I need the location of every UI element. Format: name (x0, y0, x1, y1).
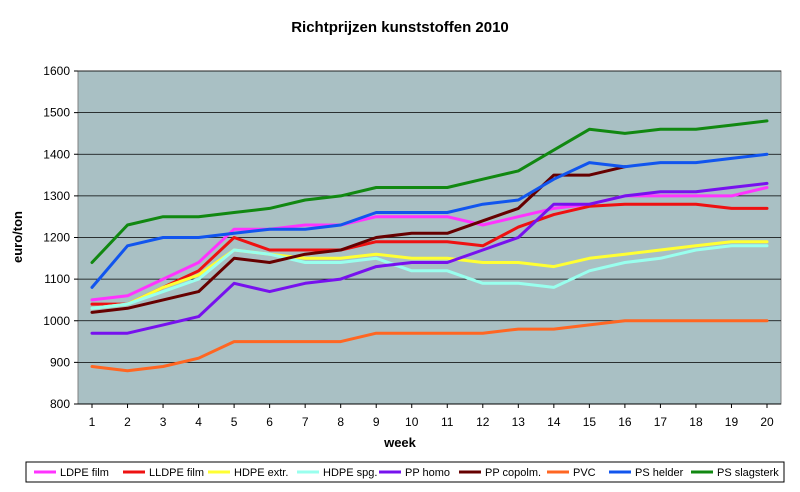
legend-label-pvc: PVC (573, 467, 596, 479)
y-tick-label: 1500 (43, 106, 70, 120)
x-tick-label: 9 (373, 415, 380, 429)
x-tick-label: 13 (512, 415, 526, 429)
x-tick-label: 1 (89, 415, 96, 429)
y-tick-label: 1600 (43, 64, 70, 78)
x-tick-label: 3 (160, 415, 167, 429)
x-tick-label: 20 (760, 415, 774, 429)
y-tick-label: 800 (50, 397, 70, 411)
y-tick-label: 1400 (43, 147, 70, 161)
x-tick-label: 2 (124, 415, 131, 429)
legend-label-lldpe-film: LLDPE film (149, 467, 204, 479)
series-line-lldpe-film (90, 202, 769, 306)
legend-label-ps-slagsterk: PS slagsterk (717, 467, 779, 479)
x-tick-label: 19 (725, 415, 739, 429)
y-axis-title: euro/ton (10, 211, 25, 263)
x-axis-title: week (383, 435, 417, 450)
x-tick-label: 16 (618, 415, 632, 429)
series-line-hdpe-extr (90, 240, 769, 310)
chart-title: Richtprijzen kunststoffen 2010 (291, 19, 509, 36)
y-tick-label: 1100 (44, 272, 70, 286)
x-tick-label: 5 (231, 415, 238, 429)
y-axis: 800 900 1000 1100 1200 1300 1400 1500 1600 (43, 64, 78, 411)
series-lines (90, 119, 769, 373)
y-tick-label: 1300 (43, 189, 70, 203)
x-tick-label: 14 (547, 415, 561, 429)
series-line-pvc (90, 319, 769, 373)
legend-label-pp-homo: PP homo (405, 467, 450, 479)
series-line-pp-homo (90, 181, 769, 335)
y-tick-label: 1000 (43, 314, 70, 328)
x-tick-label: 8 (337, 415, 344, 429)
series-line-hdpe-spg (90, 244, 769, 310)
x-tick-label: 10 (405, 415, 419, 429)
series-line-ps-slagsterk (90, 119, 769, 264)
x-tick-label: 11 (441, 415, 454, 429)
legend-label-hdpe-spg: HDPE spg. (323, 467, 377, 479)
legend-label-hdpe-extr: HDPE extr. (234, 467, 288, 479)
legend: LDPE film LLDPE film HDPE extr. HDPE spg. PP… (25, 461, 785, 483)
series-line-ldpe-film (90, 186, 769, 302)
series-line-pp-copolm (90, 165, 627, 314)
x-tick-label: 6 (266, 415, 273, 429)
x-tick-label: 12 (476, 415, 490, 429)
x-tick-label: 15 (583, 415, 597, 429)
legend-label-ldpe-film: LDPE film (60, 467, 109, 479)
x-tick-label: 4 (195, 415, 202, 429)
x-axis: 1 2 3 4 5 6 7 8 9 10 11 12 13 14 15 16 17 18 19 20 (78, 403, 781, 429)
x-tick-label: 17 (654, 415, 668, 429)
x-tick-label: 7 (302, 415, 309, 429)
legend-label-pp-copolm: PP copolm. (485, 467, 541, 479)
legend-label-ps-helder: PS helder (635, 467, 684, 479)
legend-box (25, 461, 785, 483)
series-line-ps-helder (90, 152, 769, 289)
x-tick-label: 18 (689, 415, 703, 429)
y-tick-label: 900 (50, 355, 70, 369)
y-tick-label: 1200 (43, 231, 70, 245)
